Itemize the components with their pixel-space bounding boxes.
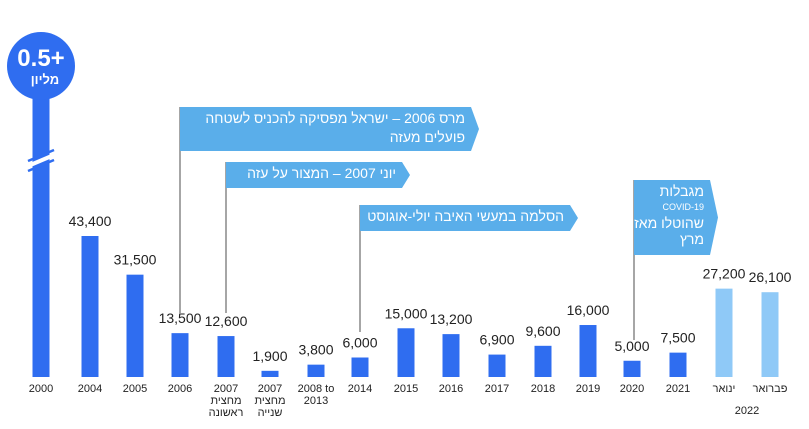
annotation-text: שהוטלו מאז <box>634 215 704 231</box>
bar-value-label: 31,500 <box>114 252 157 268</box>
bar <box>579 325 597 377</box>
x-tick-label: 2021 <box>666 383 690 395</box>
bar <box>534 345 552 377</box>
bar <box>715 288 733 377</box>
bar-value-label: 26,100 <box>749 269 792 285</box>
annotation-banner <box>226 162 410 188</box>
x-tick-label-line2: מחצית <box>210 395 241 407</box>
x-tick-label: פברואר <box>753 383 788 395</box>
x-tick-label: 2004 <box>78 383 102 395</box>
bar <box>488 354 506 377</box>
x-tick-label: ינואר <box>713 383 736 395</box>
annotation-text: פועלים מעזה <box>390 129 465 145</box>
x-tick-label: 2015 <box>394 383 418 395</box>
x-tick-label-line3: שנייה <box>258 407 283 419</box>
bar-value-label: 9,600 <box>525 323 560 339</box>
x-tick-label-line2: מחצית <box>254 395 285 407</box>
bar-value-label: 27,200 <box>703 266 746 282</box>
bar-value-label: 43,400 <box>69 213 112 229</box>
x-tick-label: 2008 to <box>298 383 335 395</box>
bar-value-label: 12,600 <box>205 313 248 329</box>
x-tick-label: 2018 <box>531 383 555 395</box>
bar <box>171 333 189 377</box>
x-tick-label: 2016 <box>439 383 463 395</box>
axis-break-mark <box>27 148 55 163</box>
overflow-bubble-unit: מליון <box>31 72 60 87</box>
bar-value-label: 16,000 <box>567 302 610 318</box>
bar <box>81 236 99 377</box>
annotation-text: הסלמה במעשי האיבה יולי-אוגוסט <box>367 208 564 224</box>
x-tick-label: 2017 <box>485 383 509 395</box>
group-label-2022: 2022 <box>735 405 759 417</box>
bar-value-label: 3,800 <box>298 342 333 358</box>
bar-value-label: 1,900 <box>252 348 287 364</box>
bar <box>669 352 687 377</box>
annotation-text: COVID-19 <box>662 202 704 212</box>
bar <box>307 364 325 377</box>
bar <box>261 370 279 377</box>
axis-break-mark <box>27 153 55 168</box>
x-tick-label: 2020 <box>620 383 644 395</box>
x-tick-label: 2007 <box>214 383 238 395</box>
bar-value-label: 6,900 <box>479 332 514 348</box>
annotation-text: מרס 2006 – ישראל מפסיקה להכניס לשטחה <box>205 110 465 126</box>
bar-value-label: 6,000 <box>342 335 377 351</box>
axis-break-mark <box>27 158 55 173</box>
bar-value-label: 13,500 <box>159 310 202 326</box>
annotation-text: יוני 2007 – המצור על עזה <box>247 165 396 181</box>
x-tick-label: 2000 <box>29 383 53 395</box>
overflow-bubble-value: 0.5+ <box>17 45 64 72</box>
bar <box>32 62 50 377</box>
annotation-banner <box>360 205 578 231</box>
bar-value-label: 13,200 <box>430 311 473 327</box>
bar <box>442 334 460 377</box>
x-tick-label-line3: ראשונה <box>209 407 244 419</box>
bar-value-label: 7,500 <box>660 330 695 346</box>
overflow-bubble <box>7 32 75 100</box>
bar-value-label: 5,000 <box>614 338 649 354</box>
annotation-text: מרץ <box>680 231 704 247</box>
x-tick-label: 2014 <box>348 383 372 395</box>
annotation-text: מגבלות <box>660 183 704 199</box>
x-tick-label: 2006 <box>168 383 192 395</box>
x-tick-label: 2019 <box>576 383 600 395</box>
x-tick-label: 2005 <box>123 383 147 395</box>
bar <box>351 357 369 377</box>
bar <box>217 336 235 377</box>
annotation-banner <box>634 180 718 255</box>
bar-value-label: 15,000 <box>385 305 428 321</box>
annotation-banner <box>180 107 479 151</box>
x-tick-label: 2007 <box>258 383 282 395</box>
bar <box>397 328 415 377</box>
bar <box>623 360 641 377</box>
x-tick-label-line2: 2013 <box>304 395 328 407</box>
bar <box>126 274 144 377</box>
bar <box>761 292 779 377</box>
